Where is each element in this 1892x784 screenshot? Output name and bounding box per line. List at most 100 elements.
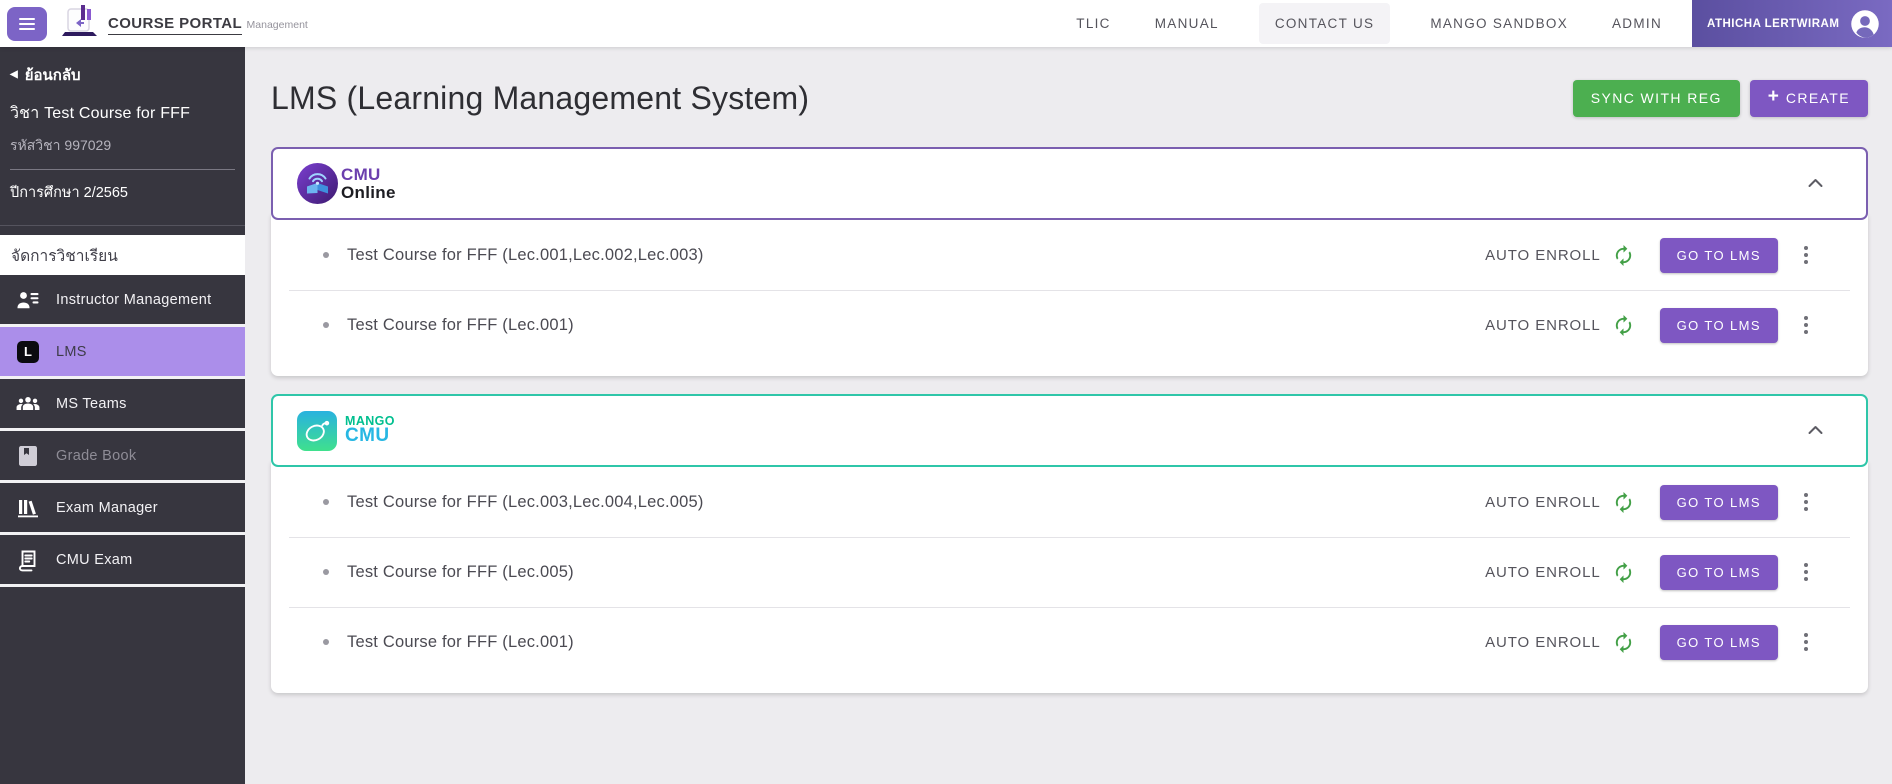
provider-logo: MANGO CMU	[297, 410, 395, 451]
user-name: ATHICHA LERTWIRAM	[1707, 17, 1840, 30]
course-name: Test Course for FFF (Lec.001)	[347, 315, 574, 334]
nav-item-manual[interactable]: MANUAL	[1154, 16, 1219, 31]
create-button[interactable]: + CREATE	[1749, 79, 1868, 117]
provider-card-header: MANGO CMU	[271, 394, 1868, 467]
sidebar-item-lms[interactable]: L LMS	[0, 327, 245, 379]
mango-cmu-logo-icon	[297, 410, 337, 451]
sidebar-item-label: Exam Manager	[56, 499, 158, 516]
lms-icon: L	[16, 340, 40, 364]
chevron-up-icon[interactable]	[1801, 170, 1830, 197]
exam-manager-icon	[16, 496, 40, 520]
provider-logo-line1: CMU	[341, 165, 381, 185]
top-nav: TLIC MANUAL CONTACT US MANGO SANDBOX ADMIN	[1072, 3, 1666, 44]
provider-card-header: CMU Online	[271, 147, 1868, 220]
sidebar-item-grade-book: Grade Book	[0, 431, 245, 483]
page-title: LMS (Learning Management System)	[271, 79, 810, 116]
course-row: Test Course for FFF (Lec.001) AUTO ENROL…	[271, 607, 1868, 677]
provider-logo-line2: Online	[341, 182, 396, 202]
kebab-menu-icon[interactable]	[1800, 559, 1812, 585]
instructor-icon	[16, 288, 40, 312]
sidebar-item-cmu-exam[interactable]: CMU Exam	[0, 535, 245, 587]
sidebar-item-label: CMU Exam	[56, 551, 133, 568]
auto-enroll-label: AUTO ENROLL	[1485, 316, 1601, 334]
kebab-menu-icon[interactable]	[1800, 242, 1812, 268]
sync-icon[interactable]	[1612, 244, 1635, 267]
provider-card-cmu-online: CMU Online Test Course for FFF (Lec.001,L…	[271, 147, 1868, 376]
sidebar-item-instructor-management[interactable]: Instructor Management	[0, 275, 245, 327]
auto-enroll-label: AUTO ENROLL	[1485, 633, 1601, 651]
nav-item-mango-sandbox[interactable]: MANGO SANDBOX	[1430, 16, 1568, 31]
auto-enroll-label: AUTO ENROLL	[1485, 246, 1601, 264]
topbar: COURSE PORTAL Management TLIC MANUAL CONTA…	[0, 0, 1892, 47]
avatar-icon[interactable]	[1850, 9, 1880, 39]
main-content: LMS (Learning Management System) SYNC WI…	[245, 47, 1892, 784]
back-label: ย้อนกลับ	[24, 67, 81, 84]
provider-card-mango-cmu: MANGO CMU Test Course for FFF (Lec.003,Le…	[271, 394, 1868, 693]
sidebar-section-header: จัดการวิชาเรียน	[0, 235, 245, 275]
sidebar-item-exam-manager[interactable]: Exam Manager	[0, 483, 245, 535]
sync-icon[interactable]	[1612, 491, 1635, 514]
course-list: Test Course for FFF (Lec.001,Lec.002,Lec…	[271, 214, 1868, 376]
provider-logo: CMU Online	[297, 163, 396, 204]
bullet-icon	[323, 499, 329, 505]
chevron-up-icon[interactable]	[1801, 417, 1830, 444]
app-subtitle: Management	[246, 18, 308, 31]
course-row: Test Course for FFF (Lec.001,Lec.002,Lec…	[271, 220, 1868, 290]
term-label: ปีการศึกษา 2/2565	[10, 185, 128, 201]
kebab-menu-icon[interactable]	[1800, 312, 1812, 338]
go-to-lms-button[interactable]: GO TO LMS	[1659, 554, 1778, 590]
course-row: Test Course for FFF (Lec.005) AUTO ENROL…	[271, 537, 1868, 607]
user-menu[interactable]: ATHICHA LERTWIRAM	[1692, 0, 1892, 47]
sync-icon[interactable]	[1612, 631, 1635, 654]
bullet-icon	[323, 252, 329, 258]
sidebar-menu: Instructor Management L LMS MS Teams Gra…	[0, 275, 245, 587]
ms-teams-icon	[16, 392, 40, 416]
back-arrow-icon: ◀	[10, 69, 18, 80]
cmu-exam-icon	[16, 548, 40, 572]
auto-enroll-label: AUTO ENROLL	[1485, 493, 1601, 511]
provider-logo-line1: MANGO	[345, 413, 395, 428]
course-row: Test Course for FFF (Lec.001) AUTO ENROL…	[271, 290, 1868, 360]
sync-with-reg-button[interactable]: SYNC WITH REG	[1572, 79, 1740, 117]
go-to-lms-button[interactable]: GO TO LMS	[1659, 624, 1778, 660]
course-portal-logo-icon	[61, 3, 101, 44]
course-row: Test Course for FFF (Lec.003,Lec.004,Lec…	[271, 467, 1868, 537]
course-name: Test Course for FFF (Lec.001,Lec.002,Lec…	[347, 245, 704, 264]
course-name: Test Course for FFF (Lec.001)	[347, 632, 574, 651]
app-title: COURSE PORTAL	[108, 14, 243, 35]
course-name: Test Course for FFF (Lec.003,Lec.004,Lec…	[347, 492, 704, 511]
sidebar-item-label: MS Teams	[56, 395, 127, 412]
kebab-menu-icon[interactable]	[1800, 489, 1812, 515]
plus-icon: +	[1767, 86, 1779, 107]
sidebar-item-label: Grade Book	[56, 447, 137, 464]
back-link[interactable]: ◀ ย้อนกลับ	[0, 47, 245, 87]
go-to-lms-button[interactable]: GO TO LMS	[1659, 307, 1778, 343]
sidebar-item-ms-teams[interactable]: MS Teams	[0, 379, 245, 431]
course-name: Test Course for FFF (Lec.005)	[347, 562, 574, 581]
bullet-icon	[323, 639, 329, 645]
sync-icon[interactable]	[1612, 314, 1635, 337]
bullet-icon	[323, 322, 329, 328]
grade-book-icon	[16, 444, 40, 468]
bullet-icon	[323, 569, 329, 575]
sidebar-divider	[0, 225, 245, 226]
sync-icon[interactable]	[1612, 561, 1635, 584]
course-title: วิชา Test Course for FFF	[10, 105, 191, 122]
nav-item-admin[interactable]: ADMIN	[1612, 16, 1662, 31]
go-to-lms-button[interactable]: GO TO LMS	[1659, 237, 1778, 273]
nav-item-contact-us[interactable]: CONTACT US	[1258, 3, 1391, 44]
provider-logo-line2: CMU	[345, 425, 390, 447]
app-logo[interactable]: COURSE PORTAL Management	[61, 3, 308, 44]
auto-enroll-label: AUTO ENROLL	[1485, 563, 1601, 581]
provider-cards: CMU Online Test Course for FFF (Lec.001,L…	[271, 147, 1868, 693]
go-to-lms-button[interactable]: GO TO LMS	[1659, 484, 1778, 520]
sidebar-divider	[10, 169, 235, 170]
course-code: รหัสวิชา 997029	[10, 137, 112, 153]
kebab-menu-icon[interactable]	[1800, 629, 1812, 655]
nav-item-tlic[interactable]: TLIC	[1076, 16, 1111, 31]
course-list: Test Course for FFF (Lec.003,Lec.004,Lec…	[271, 461, 1868, 693]
hamburger-icon[interactable]	[7, 6, 47, 41]
cmu-online-logo-icon	[297, 163, 338, 204]
sidebar-item-label: Instructor Management	[56, 291, 212, 308]
sidebar-item-label: LMS	[56, 343, 87, 360]
